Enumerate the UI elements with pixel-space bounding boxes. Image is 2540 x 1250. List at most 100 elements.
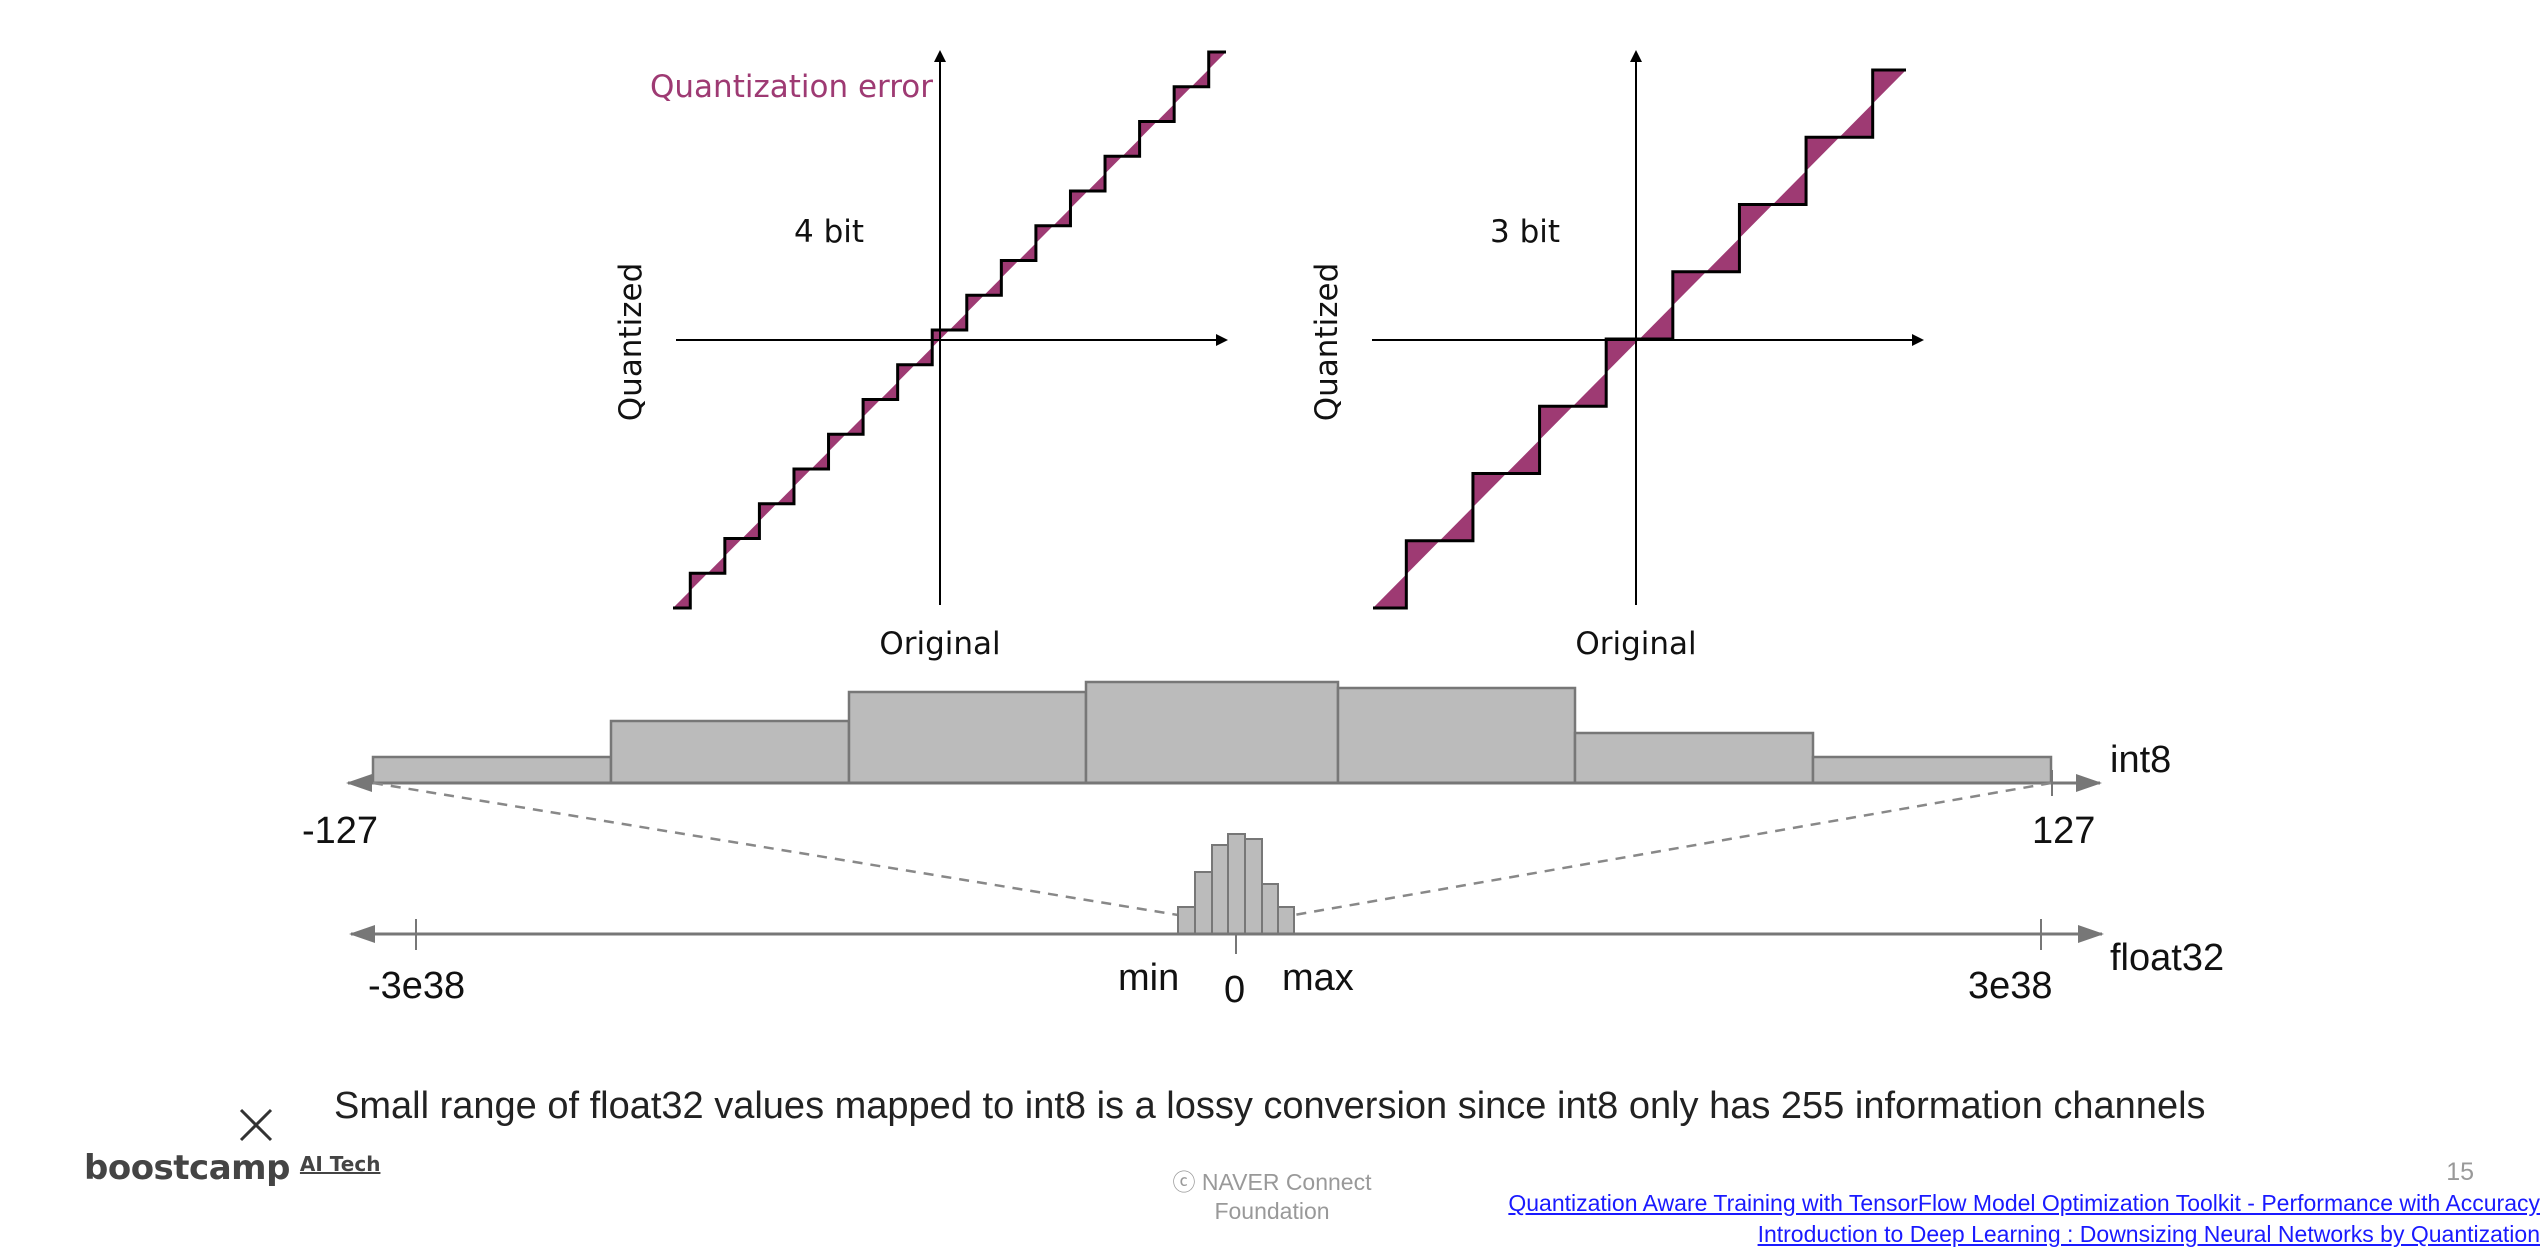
quantization-error-triangle: [880, 382, 898, 400]
quantization-error-triangle: [1806, 137, 1840, 171]
quantization-error-triangle: [1506, 439, 1540, 474]
error-fill-group: [673, 52, 1226, 608]
quantization-error-triangle: [1053, 208, 1071, 226]
quantization-error-triangle: [1139, 121, 1157, 139]
quantization-error-triangle: [707, 555, 725, 574]
x-axis-label: Original: [879, 626, 1000, 662]
quantization-error-triangle: [863, 399, 881, 417]
quantization-error-triangle: [742, 521, 760, 539]
float32-histogram: [1177, 833, 1295, 935]
float32-min-label: -3e38: [368, 965, 465, 1007]
x-axis-label: Original: [1575, 626, 1696, 662]
quantization-error-triangle: [1105, 156, 1123, 174]
float32-label: float32: [2110, 937, 2224, 979]
quantization-error-triangle: [759, 503, 777, 522]
quantization-error-triangle: [1639, 305, 1673, 339]
copyright-line: ⓒ NAVER Connect: [1172, 1169, 1372, 1195]
int8-bar: [1336, 686, 1577, 785]
quantization-plot-3bit: 3 bit Quantized Original: [1309, 50, 1924, 662]
quantization-error-triangle: [1672, 271, 1707, 306]
page-number: 15: [2446, 1158, 2474, 1186]
quantization-error-triangle: [673, 590, 691, 608]
quantization-error-triangle: [1539, 406, 1573, 440]
quantization-plot-4bit: Quantization error 4 bit Quantized Origi…: [613, 50, 1228, 662]
quantization-error-triangle: [776, 486, 794, 504]
quantization-error-triangle: [1208, 52, 1226, 70]
logo-main-text: boostcamp: [84, 1148, 290, 1188]
quantization-error-triangle: [1373, 574, 1407, 608]
quantization-error-triangle: [966, 295, 985, 313]
logo-sub-text: AI Tech: [299, 1152, 381, 1176]
int8-bar: [1811, 755, 2053, 785]
reference-link-quantization-intro[interactable]: Introduction to Deep Learning : Downsizi…: [1757, 1221, 2540, 1247]
quantization-error-label: Quantization error: [650, 69, 933, 105]
quantization-error-triangle: [724, 538, 743, 556]
int8-label: int8: [2110, 739, 2171, 781]
float32-bar: [1277, 906, 1295, 935]
float32-bar: [1211, 844, 1229, 935]
float32-bar: [1177, 906, 1196, 935]
quantization-error-triangle: [1070, 191, 1088, 209]
quantization-error-triangle: [1572, 372, 1607, 407]
bits-label: 4 bit: [794, 214, 864, 250]
quantization-error-triangle: [1406, 540, 1440, 575]
error-fill-group: [1373, 70, 1906, 608]
quantized-staircase: [673, 50, 1226, 610]
quantization-error-triangle: [1739, 204, 1773, 239]
mapping-line-right: [1293, 781, 2052, 917]
quantization-error-triangle: [690, 573, 708, 591]
float32-max-label: 3e38: [1968, 965, 2053, 1007]
range-mapping-diagram: int8 -127 127 float32 -3e38 3e38 min 0 m…: [302, 680, 2224, 1011]
quantization-error-triangle: [897, 364, 915, 383]
reference-links: Quantization Aware Training with TensorF…: [1508, 1188, 2540, 1250]
int8-max-label: 127: [2032, 810, 2095, 852]
quantization-error-triangle: [1122, 138, 1140, 157]
quantization-error-triangle: [1001, 260, 1019, 278]
mapping-line-left: [372, 781, 1179, 917]
quantization-error-triangle: [949, 312, 967, 330]
int8-min-label: -127: [302, 810, 378, 852]
quantization-error-triangle: [1156, 104, 1175, 122]
close-icon: [239, 1108, 273, 1142]
int8-bar: [1084, 680, 1340, 785]
quantization-error-triangle: [984, 277, 1002, 296]
range-max-label: max: [1282, 957, 1354, 999]
float32-bar: [1244, 838, 1263, 935]
int8-bar: [609, 719, 851, 785]
quantization-error-triangle: [1439, 507, 1473, 541]
int8-bar: [1573, 731, 1815, 785]
copyright-line: Foundation: [1214, 1198, 1330, 1224]
quantization-error-triangle: [845, 416, 864, 435]
copyright-notice: ⓒ NAVER Connect Foundation: [1162, 1168, 1382, 1226]
quantization-error-triangle: [793, 469, 812, 487]
int8-bar: [371, 755, 613, 785]
quantization-error-triangle: [811, 451, 829, 469]
range-min-label: min: [1118, 957, 1179, 999]
quantization-error-triangle: [1606, 339, 1640, 373]
float32-bar: [1227, 833, 1246, 935]
quantization-error-triangle: [914, 347, 933, 365]
int8-histogram: [371, 680, 2053, 785]
quantization-error-triangle: [828, 434, 846, 452]
quantization-error-triangle: [1872, 70, 1906, 104]
boostcamp-logo: boostcamp AI Tech: [84, 1148, 380, 1188]
quantization-error-triangle: [1035, 225, 1054, 244]
float32-bar: [1194, 871, 1213, 935]
reference-link-qat[interactable]: Quantization Aware Training with TensorF…: [1508, 1190, 2540, 1216]
quantization-error-triangle: [1839, 103, 1873, 138]
int8-bar: [847, 690, 1088, 785]
float32-bar: [1261, 883, 1279, 935]
bits-label: 3 bit: [1490, 214, 1560, 250]
slide-caption: Small range of float32 values mapped to …: [334, 1085, 2206, 1127]
zero-label: 0: [1224, 969, 1245, 1011]
quantization-error-triangle: [1087, 173, 1106, 191]
y-axis-label: Quantized: [1309, 263, 1345, 421]
quantization-error-triangle: [1174, 86, 1192, 105]
quantization-error-triangle: [1018, 243, 1036, 261]
quantization-error-triangle: [1706, 238, 1740, 272]
quantization-error-triangle: [1191, 69, 1209, 87]
quantization-error-triangle: [1772, 170, 1807, 205]
quantization-error-triangle: [1472, 473, 1507, 508]
y-axis-label: Quantized: [613, 263, 649, 421]
